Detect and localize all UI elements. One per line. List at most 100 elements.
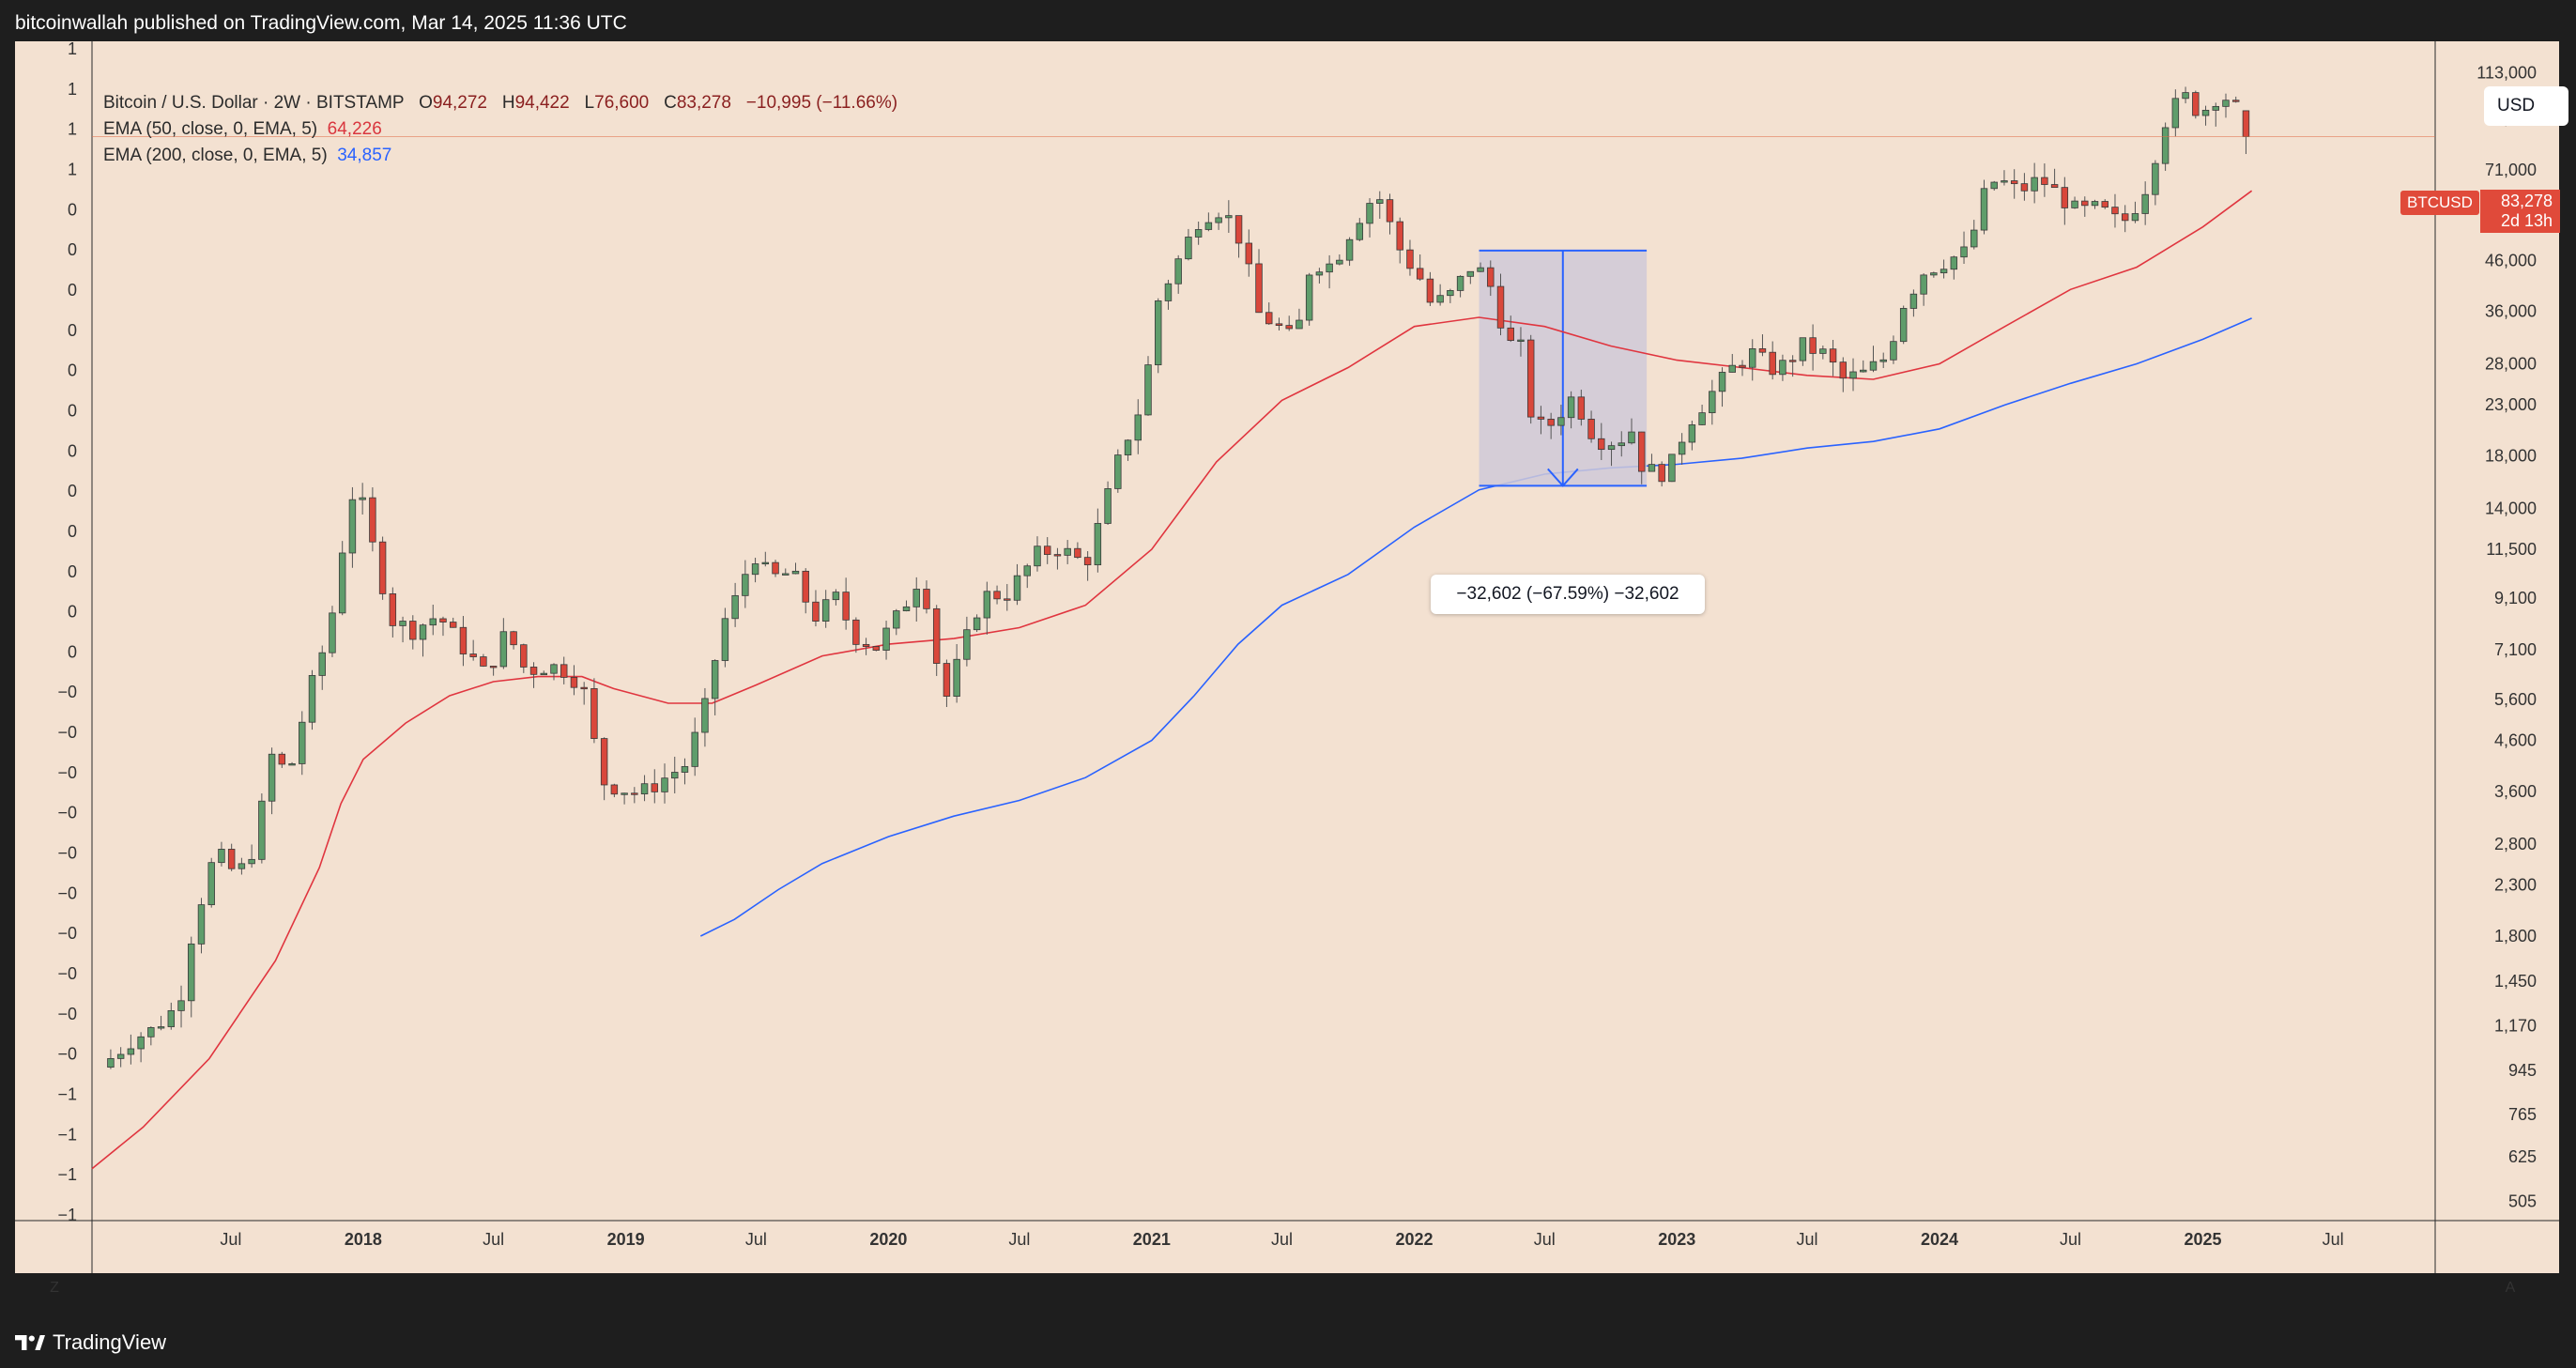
candle-body: [731, 594, 739, 620]
candle-body: [681, 765, 689, 773]
chart-frame[interactable]: 1 1 1 1 0 0 0 0 0 0 0 0 0 0 0 0 −0 −0 −0 −0 −0 −0 −0 −0 −0 −0 −1 −1…: [15, 41, 2568, 1296]
candle-body: [137, 1036, 145, 1050]
candle-body: [882, 627, 890, 651]
candle-body: [127, 1048, 135, 1055]
candle-body: [2031, 177, 2038, 192]
time-axis[interactable]: Jul 2018 Jul 2019 Jul 2020 Jul 2021 Jul 2022 Jul 20…: [220, 1230, 2343, 1249]
candle-body: [299, 721, 306, 764]
time-axis-tick-label: 2020: [869, 1230, 907, 1249]
candle-body: [218, 849, 225, 864]
ema200-line: [699, 317, 2252, 937]
candle-body: [1386, 199, 1394, 223]
left-axis: 1 1 1 1 0 0 0 0 0 0 0 0 0 0 0 0 −0 −0 −0 −0 −0 −0 −0 −0 −0 −0 −1 −1…: [57, 41, 77, 1224]
candle-body: [842, 592, 850, 621]
measure-result-label: −32,602 (−67.59%) −32,602: [1431, 575, 1705, 614]
candle-body: [2152, 162, 2159, 195]
candle-body: [1990, 181, 1998, 190]
candle-body: [2050, 184, 2059, 189]
candle-body: [2001, 180, 2008, 183]
left-axis-tick-label: −1: [57, 1085, 77, 1104]
candle-body: [2182, 92, 2189, 100]
measure-tool[interactable]: [1479, 249, 1648, 487]
candle-body: [1447, 290, 1454, 297]
candle-body: [821, 599, 830, 623]
candle-body: [449, 622, 457, 628]
footer-bar: TradingView: [0, 1315, 2576, 1368]
candle-body: [1598, 438, 1605, 451]
price-axis-tick-label: 18,000: [2485, 447, 2537, 466]
candle-body: [1648, 464, 1656, 472]
candle-body: [2141, 193, 2149, 214]
candle-body: [1567, 396, 1575, 419]
candle-body: [2192, 92, 2200, 116]
left-axis-tick-label: −0: [57, 844, 77, 863]
last-price-label: 83,278 2d 13h: [2480, 190, 2560, 233]
candle-body: [1356, 223, 1364, 240]
candle-body: [329, 612, 336, 653]
price-axis[interactable]: 113,00091,00071,00056,00046,00036,00028,…: [2476, 64, 2537, 1211]
candle-body: [1194, 229, 1203, 238]
candle-body: [469, 653, 477, 657]
candle-body: [278, 753, 286, 765]
left-axis-tick-label: 0: [68, 240, 77, 259]
candle-body: [1144, 364, 1152, 416]
price-axis-tick-label: 505: [2508, 1191, 2537, 1210]
candle-body: [268, 753, 276, 802]
left-axis-tick-label: 0: [68, 562, 77, 581]
candle-body: [147, 1027, 155, 1038]
candle-body: [399, 621, 406, 626]
time-axis-tick-label: Jul: [1008, 1230, 1030, 1249]
candle-body: [1628, 431, 1635, 444]
candle-body: [419, 624, 427, 640]
time-axis-tick-label: Jul: [1271, 1230, 1293, 1249]
candle-body: [1004, 598, 1011, 601]
auto-scale-button[interactable]: A: [2505, 1280, 2516, 1296]
left-axis-tick-label: −1: [57, 1165, 77, 1184]
time-axis-tick-label: Jul: [220, 1230, 241, 1249]
close-value: 83,278: [676, 93, 731, 113]
candle-body: [1466, 270, 1475, 277]
candle-body: [1809, 337, 1817, 354]
ema200-legend-row: EMA (200, close, 0, EMA, 5) 34,857: [103, 143, 897, 169]
candle-body: [409, 621, 417, 640]
symbol-price-tag: BTCUSD: [2400, 191, 2479, 215]
price-axis-tick-label: 9,100: [2494, 589, 2537, 607]
price-axis-tick-label: 2,300: [2494, 876, 2537, 895]
candle-body: [1043, 546, 1051, 555]
candle-body: [348, 499, 357, 554]
candle-body: [812, 601, 820, 623]
candle-body: [378, 541, 387, 594]
price-axis-tick-label: 3,600: [2494, 782, 2537, 801]
time-axis-tick-label: Jul: [745, 1230, 767, 1249]
candle-body: [227, 849, 236, 869]
candle-body: [1970, 229, 1978, 248]
candle-body: [238, 863, 246, 869]
tradingview-brand[interactable]: TradingView: [15, 1329, 166, 1357]
zoom-reset-button[interactable]: Z: [50, 1280, 59, 1296]
candle-body: [2111, 207, 2119, 215]
candle-body: [529, 667, 538, 675]
candle-body: [1577, 396, 1586, 420]
left-axis-tick-label: 0: [68, 281, 77, 300]
candle-body: [932, 607, 941, 664]
candle-body: [1507, 327, 1514, 341]
ema50-series: [91, 190, 2253, 1170]
candle-body: [1940, 269, 1948, 274]
candle-body: [1074, 547, 1081, 559]
candle-body: [1890, 341, 1897, 361]
price-axis-tick-label: 7,100: [2494, 640, 2537, 659]
last-price-value: 83,278: [2500, 192, 2553, 210]
chart-legend: Bitcoin / U.S. Dollar · 2W · BITSTAMP O9…: [103, 90, 897, 169]
candle-body: [1587, 419, 1595, 439]
candle-body: [1426, 278, 1434, 303]
time-axis-tick-label: 2021: [1133, 1230, 1171, 1249]
candle-body: [1155, 300, 1162, 365]
candle-body: [963, 629, 971, 660]
candle-body: [1728, 364, 1737, 373]
left-axis-tick-label: −1: [57, 1206, 77, 1224]
candle-body: [1185, 237, 1192, 260]
currency-button[interactable]: USD: [2484, 86, 2568, 126]
candle-body: [389, 593, 397, 626]
price-chart[interactable]: 1 1 1 1 0 0 0 0 0 0 0 0 0 0 0 0 −0 −0 −0 −0 −0 −0 −0 −0 −0 −0 −1 −1…: [15, 41, 2559, 1273]
ema200-value: 34,857: [337, 146, 392, 165]
